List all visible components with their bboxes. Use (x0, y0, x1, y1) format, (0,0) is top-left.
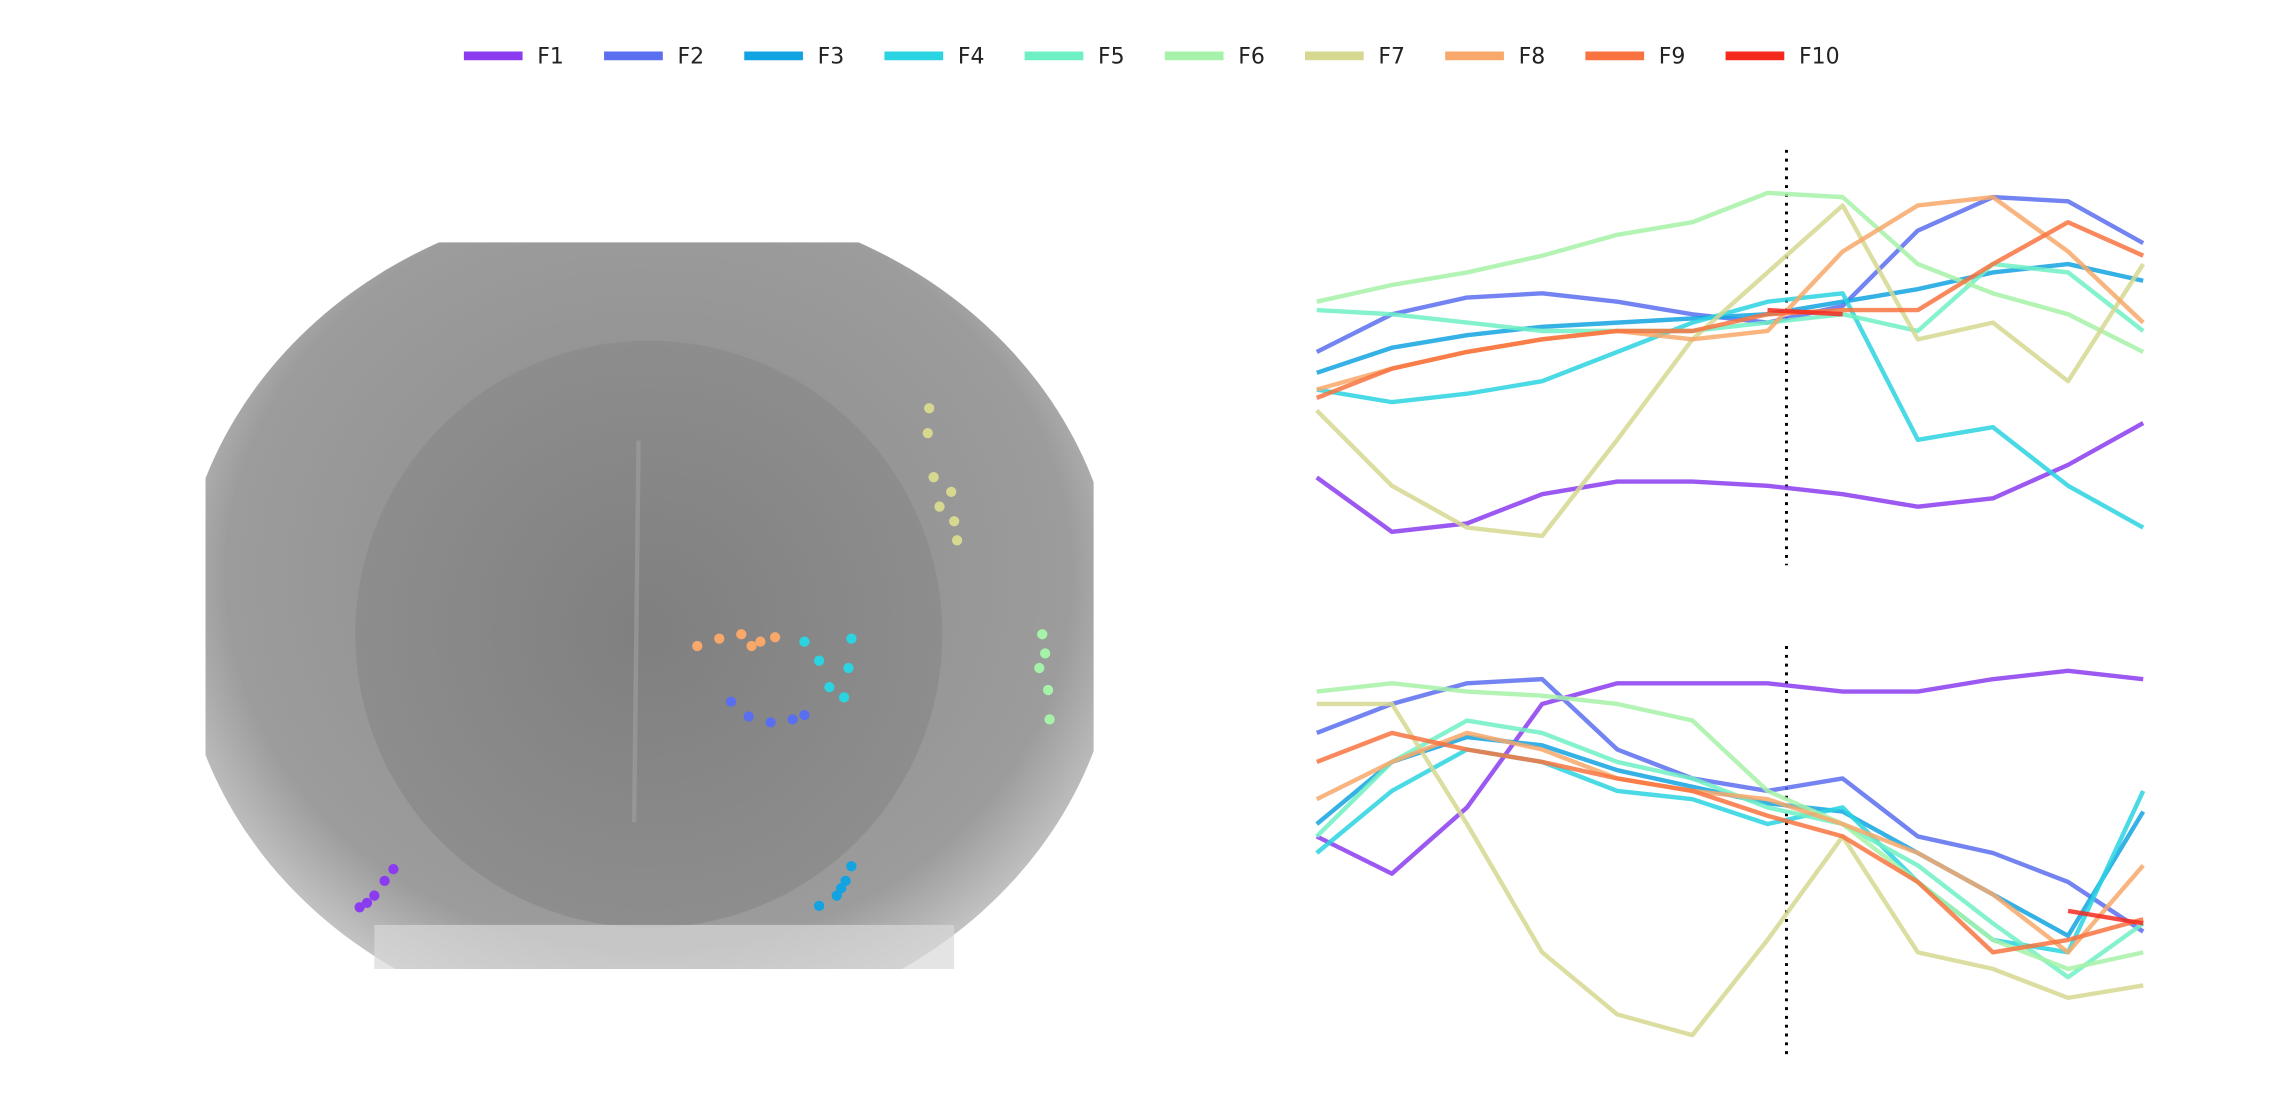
track-point (838, 692, 850, 703)
track-point (946, 486, 957, 498)
series-line (1315, 203, 2146, 539)
legend-label: F3 (818, 44, 845, 69)
track-point (799, 636, 810, 647)
track-point (725, 696, 737, 707)
track-point (787, 714, 798, 725)
series-line (2067, 908, 2144, 926)
legend-label: F9 (1659, 44, 1686, 69)
track-point (755, 636, 766, 647)
series-line (1316, 291, 2145, 530)
series-line (1315, 718, 2145, 980)
track-point (813, 900, 825, 911)
legend-label: F8 (1519, 44, 1546, 69)
track-point (928, 472, 939, 483)
track-point (813, 655, 825, 666)
track-point (765, 717, 776, 728)
series-line (1316, 701, 2144, 1038)
track-point (951, 535, 963, 546)
series-line (1316, 681, 2144, 972)
track-point (1042, 684, 1054, 696)
legend-label: F4 (958, 44, 985, 69)
track-point (799, 709, 810, 721)
series-line (1315, 730, 2145, 955)
track-point (388, 864, 399, 875)
series-line (1315, 421, 2145, 535)
track-point (714, 633, 725, 644)
track-point (369, 890, 380, 901)
track-point (846, 861, 857, 872)
track-point (743, 711, 754, 722)
track-point (1040, 648, 1051, 659)
track-point (746, 640, 757, 652)
track-point (843, 662, 854, 674)
track-point (934, 501, 945, 512)
series-line (1315, 220, 2145, 400)
legend-label: F7 (1378, 44, 1405, 69)
series-line (1316, 261, 2144, 375)
series-line (1315, 676, 2145, 934)
track-point (769, 632, 781, 643)
legend-label: F6 (1238, 44, 1265, 69)
legend-label: F5 (1098, 44, 1125, 69)
track-point (824, 681, 835, 693)
series-line (1315, 747, 2146, 955)
track-point (1037, 629, 1048, 640)
series-line (1316, 190, 2145, 354)
track-point (692, 640, 703, 652)
series-line (1315, 668, 2144, 876)
series-line (1767, 307, 1843, 317)
track-point (1034, 662, 1045, 674)
series-line (1316, 194, 2145, 392)
legend-label: F1 (537, 44, 564, 69)
series-line (1315, 730, 2144, 955)
track-point (922, 428, 933, 439)
series-line (1315, 734, 2146, 938)
track-point (924, 403, 935, 414)
track-point (1044, 714, 1055, 725)
endoscope-image (205, 242, 1094, 969)
track-point (736, 629, 747, 640)
legend-label: F2 (677, 44, 704, 69)
track-point (949, 516, 960, 527)
track-point (361, 897, 373, 909)
track-point (379, 875, 390, 887)
series-line (1316, 261, 2145, 334)
legend-label: F10 (1799, 44, 1840, 69)
track-point (846, 633, 857, 644)
track-point (835, 883, 847, 894)
